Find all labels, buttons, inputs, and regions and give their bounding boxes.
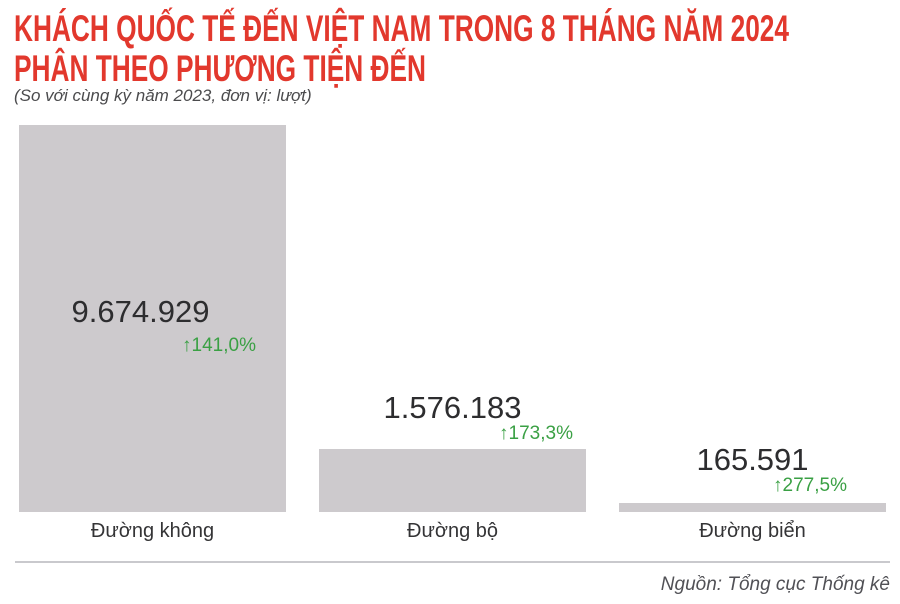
- chart-title-line2: PHÂN THEO PHƯƠNG TIỆN ĐẾN: [14, 48, 427, 89]
- bar-value-label: 1.576.183: [383, 390, 522, 425]
- bar-value-label: 165.591: [696, 442, 809, 477]
- bar-duong-bien: [619, 503, 886, 512]
- divider-line: [15, 561, 890, 563]
- chart-subtitle: (So với cùng kỳ năm 2023, đơn vị: lượt): [14, 86, 312, 105]
- source-credit: Nguồn: Tổng cục Thống kê: [660, 574, 890, 595]
- chart-title-line1: KHÁCH QUỐC TẾ ĐẾN VIỆT NAM TRONG 8 THÁNG…: [14, 8, 790, 49]
- bar-duong-khong: [19, 125, 286, 512]
- bar-growth-label: ↑141,0%: [182, 335, 256, 356]
- bar-growth-label: ↑173,3%: [499, 423, 573, 444]
- bar-category-label: Đường biển: [699, 520, 806, 542]
- bar-category-label: Đường không: [90, 520, 215, 542]
- chart-title: KHÁCH QUỐC TẾ ĐẾN VIỆT NAM TRONG 8 THÁNG…: [14, 9, 789, 89]
- bar-duong-bo: [319, 449, 586, 512]
- bar-value-label: 9.674.929: [71, 294, 210, 329]
- bar-growth-label: ↑277,5%: [773, 475, 847, 496]
- bar-category-label: Đường bộ: [407, 520, 498, 542]
